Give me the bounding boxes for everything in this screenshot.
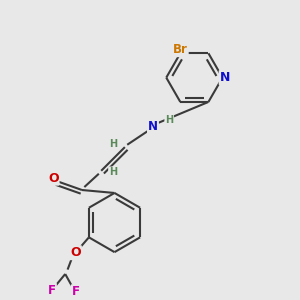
Text: N: N bbox=[148, 120, 158, 133]
Text: H: H bbox=[165, 116, 173, 125]
Text: O: O bbox=[70, 246, 81, 259]
Text: H: H bbox=[109, 167, 117, 177]
Text: F: F bbox=[48, 284, 56, 297]
Text: N: N bbox=[220, 71, 230, 84]
Text: H: H bbox=[110, 139, 118, 149]
Text: F: F bbox=[72, 285, 80, 298]
Text: Br: Br bbox=[173, 43, 188, 56]
Text: O: O bbox=[48, 172, 58, 185]
